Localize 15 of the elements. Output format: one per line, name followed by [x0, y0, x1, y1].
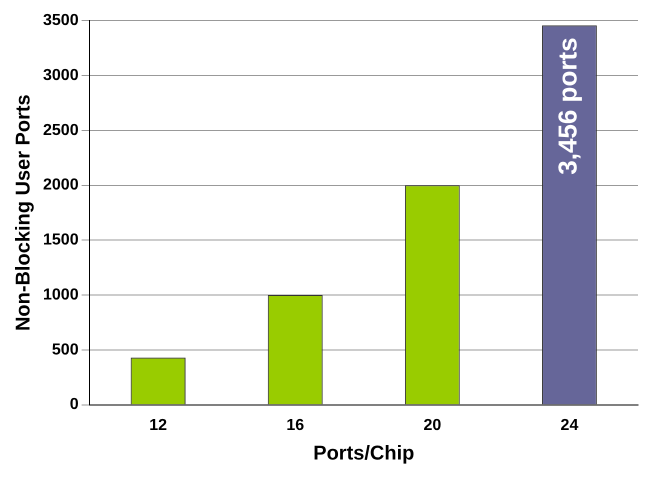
y-tick-label: 0 [70, 396, 79, 414]
y-tick-label: 1000 [43, 286, 79, 304]
y-tick-label: 1500 [43, 232, 79, 249]
y-tick-label: 3500 [43, 12, 79, 30]
x-tick-label: 20 [423, 416, 442, 434]
y-tick-label: 3000 [43, 66, 79, 84]
y-axis-title: Non-Blocking User Ports [12, 94, 35, 332]
x-axis-title: Ports/Chip [313, 442, 414, 465]
y-tick-label: 500 [52, 341, 79, 358]
x-tick-label: 12 [149, 416, 168, 434]
y-tick-label: 2000 [43, 176, 79, 194]
x-tick-label: 16 [286, 416, 304, 434]
x-tick-label: 24 [560, 416, 578, 434]
y-tick-label: 2500 [43, 122, 79, 139]
data-label: 3,456 ports [552, 37, 583, 175]
